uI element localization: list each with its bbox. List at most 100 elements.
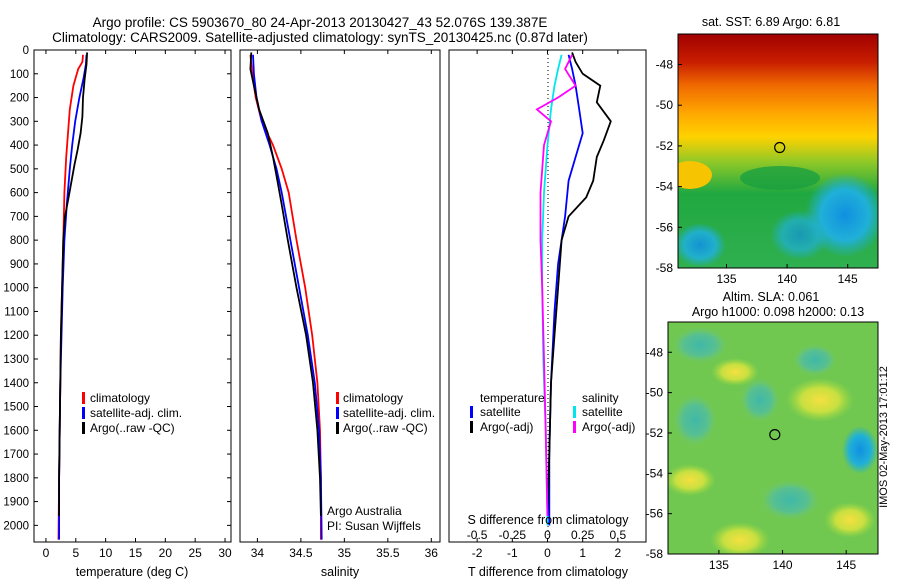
x-tick-label: 1 — [579, 546, 586, 560]
sst-green-patch — [740, 166, 820, 190]
temperature-legend: climatology satellite-adj. clim. Argo(..… — [82, 391, 182, 435]
sst-warm-patch — [678, 161, 712, 189]
legend-swatch-climatology — [336, 392, 339, 404]
x-tick-label: 20 — [159, 546, 173, 560]
salinity-profiles — [249, 52, 323, 540]
depth-tick-label: 400 — [10, 140, 29, 152]
legend-label-t-argo: Argo(-adj) — [480, 420, 533, 434]
sst-cool-patch — [678, 223, 726, 267]
sla-high-patch — [711, 358, 759, 386]
depth-tick-label: 1400 — [3, 378, 29, 390]
depth-tick-label: 700 — [10, 211, 29, 223]
x-tick-label: 34 — [251, 546, 265, 560]
legend-swatch-climatology — [82, 392, 85, 404]
lat-tick-label: -50 — [646, 386, 664, 400]
sla-high-patch — [786, 378, 854, 422]
depth-tick-label: 500 — [10, 164, 29, 176]
header-line-1: Argo profile: CS 5903670_80 24-Apr-2013 … — [93, 15, 548, 30]
depth-tick-label: 900 — [10, 259, 29, 271]
temperature-difference-legend: temperature satellite Argo(-adj) — [470, 391, 545, 434]
salinity-legend: climatology satellite-adj. clim. Argo(..… — [336, 391, 435, 435]
depth-tick-label: 300 — [10, 116, 29, 128]
sla-high-patch — [824, 502, 876, 538]
x-tick-label: 2 — [615, 546, 622, 560]
legend-label-t-satellite: satellite — [480, 405, 521, 419]
legend-label-satellite: satellite-adj. clim. — [90, 406, 182, 420]
depth-tick-label: 1300 — [3, 354, 29, 366]
lat-tick-label: -56 — [656, 220, 674, 234]
sla-low-patch — [842, 426, 878, 474]
salinity-axes-frame — [239, 49, 441, 543]
lon-tick-label: 140 — [777, 272, 797, 286]
s-tick-label: 0 — [544, 528, 551, 542]
depth-tick-label: 200 — [10, 93, 29, 105]
temperature-ticks: 0 5 10 15 20 25 30 — [43, 50, 232, 560]
legend-title-salinity: salinity — [582, 391, 619, 405]
lat-tick-label: -48 — [646, 345, 664, 359]
s-difference-label: S difference from climatology — [468, 513, 630, 527]
sla-map-ticks: 135 140 145 -58 -56 -54 -52 -50 -48 — [646, 345, 857, 572]
s-tick-label: 0.25 — [571, 528, 595, 542]
sst-map-ticks: 135 140 145 -58 -56 -54 -52 -50 -48 — [656, 58, 858, 286]
x-tick-label: 5 — [72, 546, 79, 560]
s-tick-label: 0.5 — [610, 528, 627, 542]
depth-tick-label: 1700 — [3, 449, 29, 461]
legend-label-s-satellite: satellite — [582, 405, 623, 419]
lon-tick-label: 135 — [716, 272, 736, 286]
lat-tick-label: -58 — [656, 261, 674, 275]
lat-tick-label: -56 — [646, 507, 664, 521]
legend-swatch-argo — [336, 422, 339, 434]
sla-map-title: Altim. SLA: 0.061 — [723, 290, 820, 304]
depth-tick-label: 1600 — [3, 425, 29, 437]
x-tick-label: 35 — [338, 546, 352, 560]
sla-low-patch — [740, 378, 780, 422]
annotation-pi: PI: Susan Wijffels — [327, 519, 421, 533]
lat-tick-label: -54 — [656, 180, 674, 194]
x-tick-label: 0 — [544, 546, 551, 560]
x-tick-label: 36 — [425, 546, 439, 560]
legend-swatch-satellite — [82, 407, 85, 419]
lat-tick-label: -58 — [646, 547, 664, 561]
depth-tick-label: 2000 — [3, 520, 29, 532]
profile-line — [249, 52, 322, 516]
lat-tick-label: -48 — [656, 58, 674, 72]
sst-cold-patch — [770, 210, 830, 260]
x-tick-label: -2 — [472, 546, 483, 560]
legend-swatch-t-argo — [470, 421, 473, 433]
sla-heatmap — [668, 322, 878, 554]
profile-line — [58, 52, 88, 516]
depth-tick-label: 1800 — [3, 473, 29, 485]
sst-heatmap — [678, 34, 878, 268]
sla-high-patch — [710, 522, 770, 554]
x-tick-label: 35.5 — [376, 546, 400, 560]
temperature-axes-frame — [33, 49, 232, 543]
temperature-xlabel: temperature (deg C) — [76, 565, 189, 579]
legend-label-climatology: climatology — [90, 391, 150, 405]
header-line-2: Climatology: CARS2009. Satellite-adjuste… — [52, 30, 588, 45]
depth-tick-label: 600 — [10, 188, 29, 200]
lon-tick-label: 145 — [838, 272, 858, 286]
annotation-argo-australia: Argo Australia — [327, 504, 402, 518]
temperature-panel: 0100200300400500600700800900100011001200… — [3, 45, 646, 579]
salinity-xlabel: salinity — [321, 565, 360, 579]
legend-label-argo: Argo(..raw -QC) — [343, 421, 428, 435]
difference-panel: -2 -1 0 1 2 -0.5 -0.25 0 0.25 0.5 S difference fr… — [448, 49, 647, 579]
lat-tick-label: -50 — [656, 98, 674, 112]
s-tick-label: -0.5 — [467, 528, 488, 542]
depth-tick-label: 0 — [23, 45, 29, 57]
imos-timestamp-text: IMOS 02-May-2013 17:01:12 — [878, 366, 891, 508]
legend-swatch-argo — [82, 422, 85, 434]
lat-tick-label: -52 — [646, 426, 664, 440]
argo-position-marker — [774, 141, 786, 154]
salinity-ticks: 34 34.5 35 35.5 36 — [251, 50, 439, 560]
imos-timestamp: IMOS 02-May-2013 17:01:12 — [876, 322, 892, 552]
depth-tick-label: 100 — [10, 69, 29, 81]
temperature-profiles — [57, 52, 88, 540]
sst-map-frame — [677, 33, 879, 269]
depth-tick-label: 1100 — [4, 306, 29, 318]
depth-tick-label: 1900 — [3, 497, 29, 509]
x-tick-label: -1 — [507, 546, 518, 560]
x-tick-label: 34.5 — [289, 546, 313, 560]
sla-low-patch — [793, 344, 837, 376]
